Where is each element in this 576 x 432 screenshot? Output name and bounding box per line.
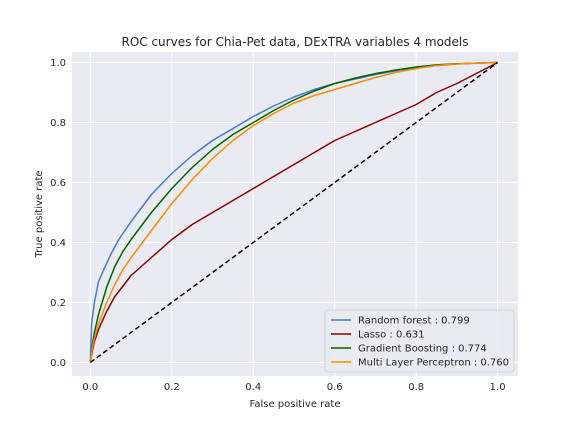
- series-line-1: [89, 61, 498, 363]
- series-layer: [89, 61, 499, 364]
- series-line-3: [89, 61, 498, 363]
- y-tick-label: 0.6: [50, 178, 66, 189]
- x-tick-label: 0.4: [245, 382, 261, 393]
- x-tick-label: 0.2: [164, 382, 180, 393]
- y-tick-label: 0.2: [50, 298, 66, 309]
- y-tick-label: 1.0: [50, 58, 66, 69]
- legend-box: [324, 309, 515, 373]
- legend-entry: Multi Layer Perceptron : 0.760: [358, 358, 509, 369]
- legend: Random forest : 0.799 Lasso : 0.631 Gradie…: [324, 309, 515, 373]
- y-tick-label: 0.0: [50, 358, 66, 369]
- y-tick-label: 0.4: [50, 238, 66, 249]
- legend-entry: Random forest : 0.799: [358, 316, 470, 327]
- x-axis-label: False positive rate: [250, 399, 341, 410]
- x-tick-label: 0.8: [408, 382, 424, 393]
- y-tick-label: 0.8: [50, 118, 66, 129]
- chance-diagonal-line: [89, 61, 499, 364]
- x-tick-label: 0.6: [327, 382, 343, 393]
- chart-title: ROC curves for Chia-Pet data, DExTRA var…: [121, 35, 468, 49]
- series-line-2: [89, 61, 498, 363]
- x-tick-label: 1.0: [490, 382, 506, 393]
- x-tick-labels: 0.0 0.2 0.4 0.6 0.8 1.0: [82, 382, 505, 393]
- y-tick-labels: 0.0 0.2 0.4 0.6 0.8 1.0: [50, 58, 66, 369]
- legend-entry: Gradient Boosting : 0.774: [358, 344, 487, 355]
- legend-entry: Lasso : 0.631: [358, 330, 425, 341]
- y-axis-label: True positive rate: [34, 170, 45, 258]
- x-tick-label: 0.0: [82, 382, 98, 393]
